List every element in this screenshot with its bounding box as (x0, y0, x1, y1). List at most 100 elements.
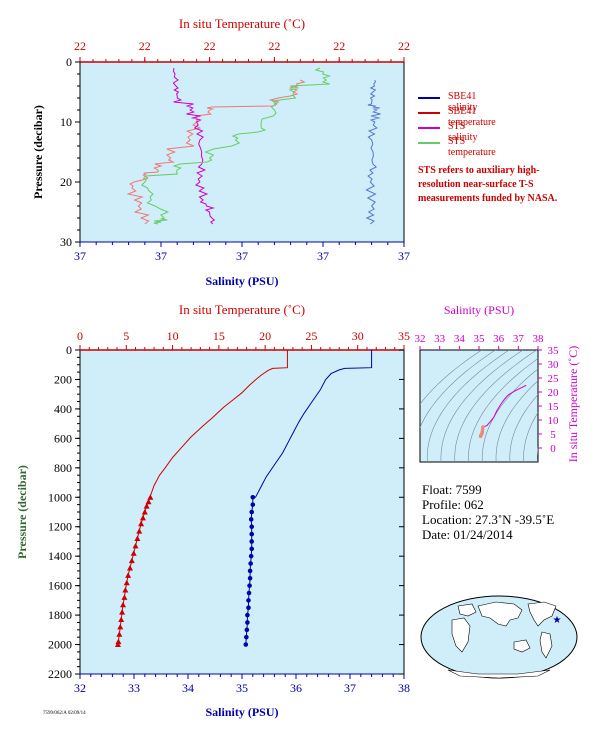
ts-temp-tick-label: 15 (548, 401, 560, 413)
top-salinity-tick-label: 37 (398, 249, 410, 263)
salinity-point (247, 583, 252, 588)
ts-salinity-tick-label: 34 (454, 333, 466, 345)
ts-temp-tick-label: 30 (548, 359, 560, 371)
ts-plot-area (419, 349, 539, 463)
ts-temp-tick-label: 20 (548, 387, 560, 399)
top-sbe41-salinity-line (365, 79, 381, 225)
salinity-point (250, 502, 256, 507)
density-contour (509, 394, 538, 462)
ts-salinity-tick-label: 37 (513, 333, 525, 345)
ts-temp-tick-label: 5 (550, 429, 556, 441)
top-temp-tick-label: 22 (333, 39, 345, 53)
temperature-point (117, 623, 124, 630)
temperature-point (128, 557, 135, 564)
salinity-point (246, 598, 251, 603)
legend-swatch (418, 112, 440, 114)
pressure-tick-label: 2200 (48, 667, 72, 681)
ts-temp-tick-label: 10 (548, 415, 560, 427)
density-contour (420, 350, 496, 429)
world-map: ★ (420, 595, 578, 679)
pressure-tick-label: 0 (66, 343, 72, 357)
top-sts-temperature-line (140, 67, 332, 225)
legend-label: STS salinity (448, 121, 478, 143)
continent-asia (477, 601, 523, 627)
continent-africa (451, 617, 471, 653)
salinity-point (249, 546, 255, 552)
top-pressure-tick-label: 20 (60, 175, 72, 189)
salinity-tick-label: 33 (128, 681, 140, 695)
legend-label: SBE41 salinity (448, 91, 478, 113)
near-surface-title: In situ Temperature (˚C) (179, 16, 305, 31)
near-surface-ticks: 22 22 22 22 22 22 37 37 37 37 37 0 10 20 30 (60, 39, 410, 263)
top-temp-tick-label: 22 (74, 39, 86, 53)
profile-ylabel: Pressure (decibar) (15, 465, 29, 559)
temp-tick-label: 35 (398, 329, 410, 343)
top-salinity-tick-label: 37 (317, 249, 329, 263)
top-pressure-tick-label: 10 (60, 115, 72, 129)
pressure-tick-label: 600 (54, 431, 72, 445)
temp-tick-label: 5 (123, 329, 129, 343)
salinity-point (249, 531, 255, 537)
pressure-tick-label: 1800 (48, 608, 72, 622)
ts-temp-tick-label: 25 (548, 373, 560, 385)
near-surface-ylabel: Pressure (decibar) (31, 105, 45, 199)
top-temp-tick-label: 22 (268, 39, 280, 53)
temperature-point (114, 641, 121, 648)
density-contour (454, 350, 537, 462)
ts-diagram: Salinity (PSU) In situ Temperature (˚C) … (415, 303, 580, 463)
top-sbe41-temperature-line (126, 79, 306, 225)
top-salinity-tick-label: 37 (74, 249, 86, 263)
temperature-point (139, 514, 146, 521)
salinity-tick-label: 35 (236, 681, 248, 695)
temp-tick-label: 20 (259, 329, 271, 343)
temperature-point (121, 594, 128, 600)
temperature-point (141, 509, 148, 515)
top-sts-salinity-line (172, 67, 216, 225)
salinity-point (246, 590, 252, 596)
top-salinity-tick-label: 37 (236, 249, 248, 263)
ts-salinity-tick-label: 35 (474, 333, 486, 345)
ts-ylabel: In situ Temperature (˚C) (566, 346, 580, 463)
salinity-point (243, 642, 249, 647)
salinity-point (245, 612, 250, 618)
ts-salinity-tick-label: 38 (533, 333, 545, 345)
map-land (447, 601, 557, 679)
legend-swatch (418, 127, 440, 129)
profile-date: Date: 01/24/2014 (422, 527, 513, 542)
salinity-tick-label: 32 (74, 681, 86, 695)
ts-ticks: 32 33 34 35 36 37 38 0 5 10 15 20 25 30 35 (415, 333, 560, 455)
ts-salinity-tick-label: 33 (434, 333, 446, 345)
temperature-point (130, 550, 137, 556)
temp-tick-label: 15 (213, 329, 225, 343)
legend-swatch (418, 142, 440, 144)
density-contour (440, 350, 524, 462)
pressure-tick-label: 1600 (48, 579, 72, 593)
ts-salinity-tick-label: 36 (493, 333, 505, 345)
profile-ticks: 0 5 10 15 20 25 30 35 32 33 34 35 36 37 38 0 200 400 600 80… (48, 329, 410, 695)
salinity-point (247, 568, 253, 574)
top-temp-tick-label: 22 (204, 39, 216, 53)
profile-title: In situ Temperature (˚C) (179, 302, 305, 317)
salinity-point (249, 509, 255, 515)
salinity-tick-label: 34 (182, 681, 194, 695)
pressure-tick-label: 200 (54, 372, 72, 386)
legend-swatch (418, 97, 440, 99)
temperature-point (116, 631, 123, 637)
temperature-point (132, 542, 139, 549)
salinity-point (248, 561, 253, 566)
top-salinity-tick-label: 37 (155, 249, 167, 263)
salinity-point (247, 575, 253, 581)
continent-europe (457, 603, 477, 617)
profile-chart: In situ Temperature (˚C) Salinity (PSU) … (15, 302, 410, 719)
profile-plot-area (79, 349, 405, 675)
salinity-point (248, 553, 254, 559)
salinity-point (245, 620, 250, 625)
temp-tick-label: 10 (167, 329, 179, 343)
legend-note: STS refers to auxiliary high-resolution … (418, 165, 558, 204)
salinity-point (250, 494, 256, 500)
pressure-tick-label: 2000 (48, 638, 72, 652)
salinity-point (244, 634, 249, 640)
profile-xlabel: Salinity (PSU) (205, 705, 278, 719)
salinity-point (249, 539, 255, 544)
